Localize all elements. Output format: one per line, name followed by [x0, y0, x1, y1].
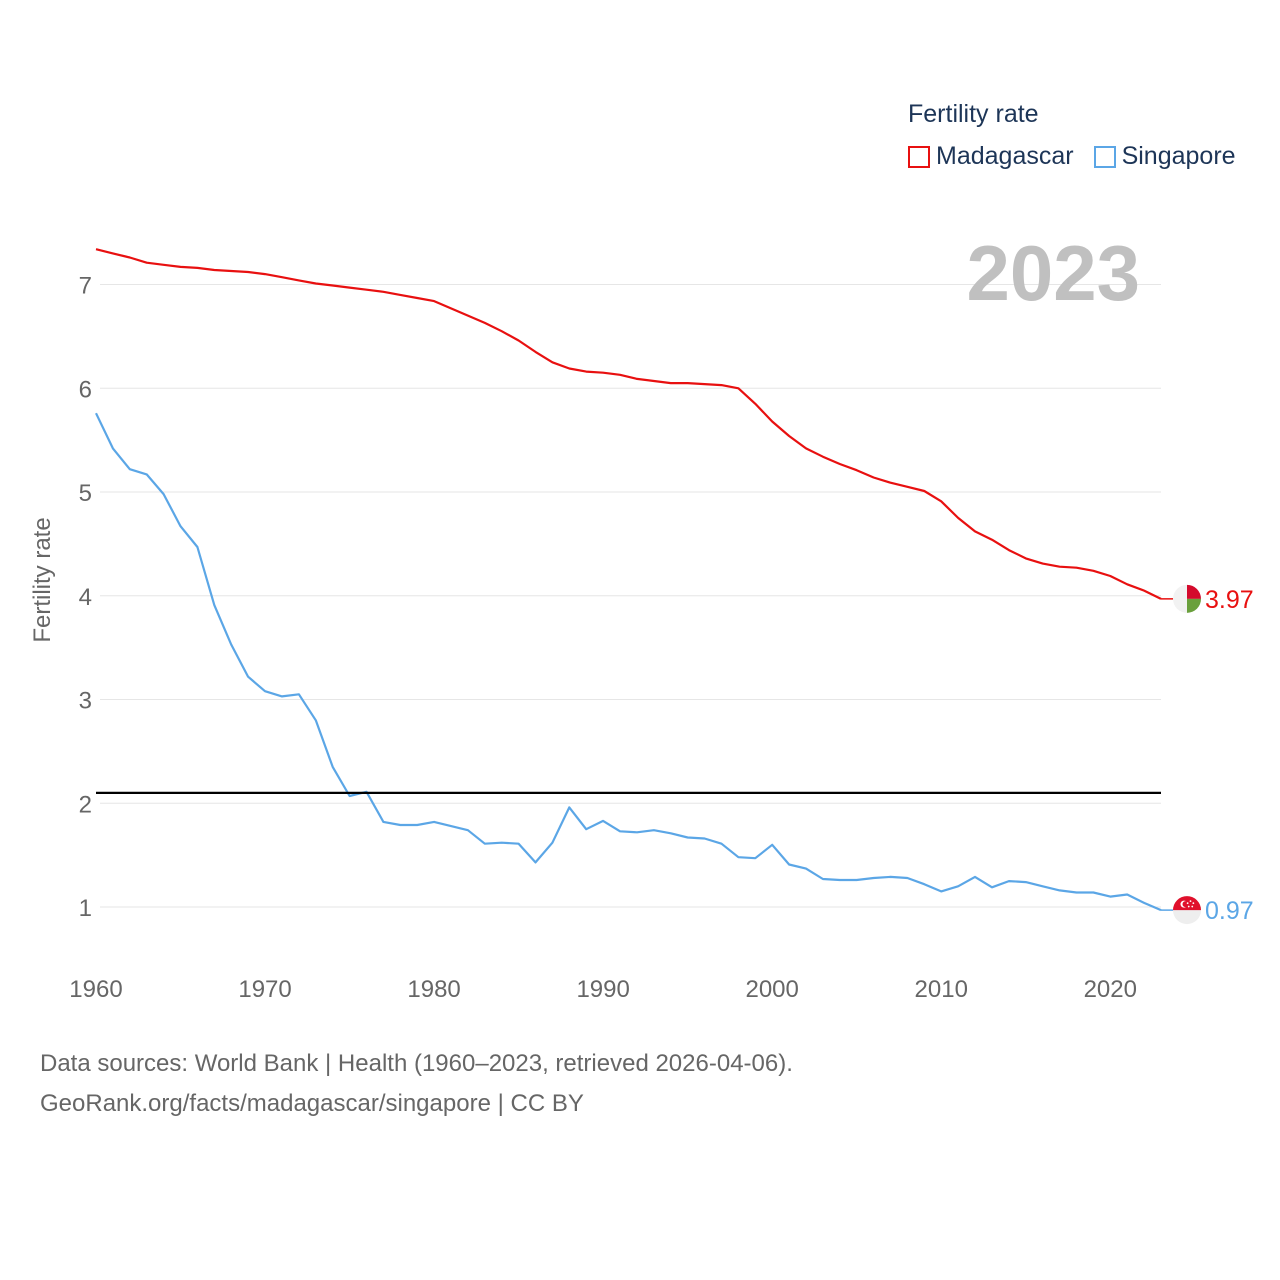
y-axis-label: Fertility rate [29, 517, 56, 642]
x-tick-label: 1970 [238, 976, 291, 1003]
madagascar-swatch [908, 145, 930, 168]
y-tick-label: 2 [79, 791, 92, 818]
y-tick-label: 6 [79, 376, 92, 403]
y-axis-ticks: 1 2 3 4 5 6 7 [79, 273, 92, 923]
footer: Data sources: World Bank | Health (1960–… [40, 1044, 793, 1124]
end-value-label: 0.97 [1205, 897, 1254, 925]
legend-item-madagascar[interactable]: Madagascar [908, 142, 1074, 171]
x-tick-label: 2010 [915, 976, 968, 1003]
series-line-singapore [95, 412, 1162, 912]
legend-title: Fertility rate [908, 100, 1039, 128]
series [95, 248, 1162, 912]
x-tick-label: 2000 [745, 976, 798, 1003]
y-tick-label: 1 [79, 895, 92, 922]
y-tick-label: 3 [79, 688, 92, 715]
year-label: 2023 [966, 229, 1140, 317]
legend: Madagascar Singapore [908, 142, 1236, 171]
y-tick-label: 4 [79, 584, 92, 611]
singapore-flag-icon [1173, 896, 1201, 925]
y-tick-label: 7 [79, 273, 92, 300]
end-markers: 3.97 0.97 [1161, 584, 1254, 925]
legend-label-madagascar: Madagascar [936, 142, 1074, 170]
legend-label-singapore: Singapore [1121, 142, 1236, 170]
singapore-swatch [1093, 145, 1116, 168]
source-link[interactable]: GeoRank.org/facts/madagascar/singapore |… [40, 1090, 584, 1117]
madagascar-flag-icon [1173, 584, 1201, 613]
end-value-label: 3.97 [1205, 586, 1254, 614]
x-tick-label: 2020 [1084, 976, 1137, 1003]
series-line-madagascar [95, 248, 1162, 600]
grid [100, 284, 1161, 908]
legend-item-singapore[interactable]: Singapore [1093, 142, 1236, 171]
x-tick-label: 1960 [69, 976, 122, 1003]
x-axis-ticks: 1960 1970 1980 1990 2000 2010 2020 [69, 976, 1137, 1003]
x-tick-label: 1990 [576, 976, 629, 1003]
y-tick-label: 5 [79, 480, 92, 507]
data-sources-text: Data sources: World Bank | Health (1960–… [40, 1050, 793, 1077]
x-tick-label: 1980 [407, 976, 460, 1003]
